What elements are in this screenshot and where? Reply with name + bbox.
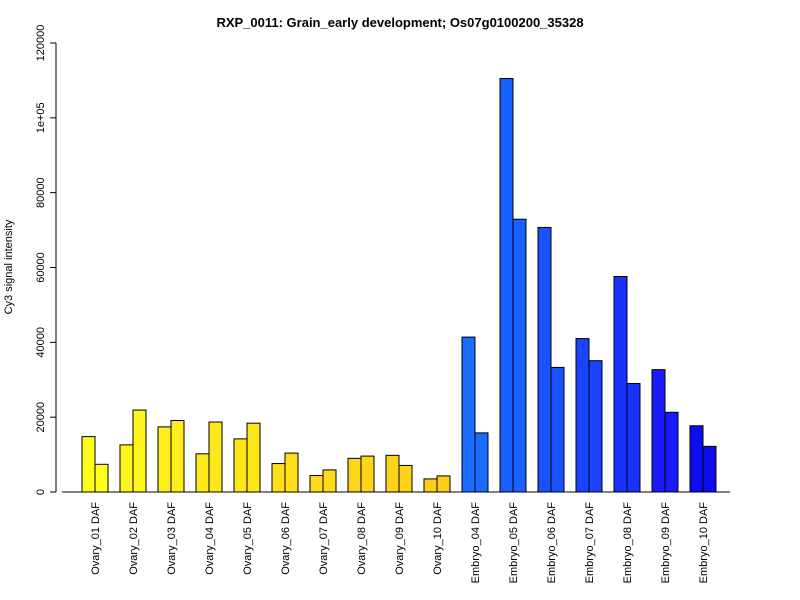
bar — [284, 452, 299, 493]
bar — [132, 409, 147, 493]
bar — [537, 226, 552, 493]
bar — [550, 366, 565, 493]
bar — [499, 78, 514, 493]
x-tick-label: Ovary_02 DAF — [128, 502, 140, 575]
x-tick-label: Ovary_09 DAF — [394, 502, 406, 575]
x-tick-label: Ovary_01 DAF — [90, 502, 102, 575]
y-tick-label: 20000 — [35, 402, 47, 433]
x-tick-label: Embryo_09 DAF — [660, 502, 672, 584]
x-tick-label: Ovary_08 DAF — [356, 502, 368, 575]
bar — [271, 463, 286, 493]
bar — [360, 455, 375, 493]
y-tick-label: 60000 — [35, 252, 47, 283]
x-tick-label: Ovary_06 DAF — [280, 502, 292, 575]
bar — [626, 382, 641, 493]
x-tick-label: Embryo_05 DAF — [508, 502, 520, 584]
bar — [702, 445, 717, 493]
x-tick-label: Ovary_03 DAF — [166, 502, 178, 575]
bar — [309, 475, 324, 493]
y-tick-label: 40000 — [35, 327, 47, 358]
x-tick-label: Embryo_10 DAF — [698, 502, 710, 584]
bar — [689, 425, 704, 493]
bar — [347, 457, 362, 493]
bars-group — [81, 78, 717, 493]
bar — [157, 426, 172, 493]
bar — [613, 275, 628, 493]
bar — [423, 478, 438, 493]
x-tick-label: Ovary_07 DAF — [318, 502, 330, 575]
chart-title: RXP_0011: Grain_early development; Os07g… — [216, 15, 583, 30]
bar — [474, 432, 489, 493]
x-tick-label: Embryo_06 DAF — [546, 502, 558, 584]
bar — [512, 218, 527, 493]
bar — [81, 436, 96, 493]
x-axis: Ovary_01 DAF Ovary_02 DAF Ovary_03 DAF Ovar… — [62, 491, 730, 584]
bar — [246, 422, 261, 493]
x-tick-label: Ovary_05 DAF — [242, 502, 254, 575]
y-tick-label: 1e+05 — [35, 102, 47, 133]
x-tick-label: Ovary_04 DAF — [204, 502, 216, 575]
y-tick-label: 0 — [35, 489, 47, 495]
bar — [195, 453, 210, 493]
bar — [322, 469, 337, 493]
bar — [436, 475, 451, 493]
y-axis-label: Cy3 signal intensity — [3, 219, 15, 314]
bar — [170, 420, 185, 493]
bar — [651, 369, 666, 493]
bar — [461, 336, 476, 493]
bar — [208, 421, 223, 493]
x-tick-label: Ovary_10 DAF — [432, 502, 444, 575]
bar — [588, 360, 603, 493]
bar — [664, 411, 679, 493]
bar — [575, 338, 590, 493]
x-tick-label: Embryo_04 DAF — [470, 502, 482, 584]
bar — [233, 438, 248, 493]
bar — [398, 464, 413, 493]
bar — [385, 454, 400, 493]
y-tick-label: 80000 — [35, 177, 47, 208]
bar — [94, 463, 109, 493]
x-tick-label: Embryo_07 DAF — [584, 502, 596, 584]
x-tick-label: Embryo_08 DAF — [622, 502, 634, 584]
y-axis: 0 20000 40000 60000 80000 1e+05 120000 — [35, 25, 57, 495]
y-tick-label: 120000 — [35, 25, 47, 62]
bar — [119, 444, 134, 493]
